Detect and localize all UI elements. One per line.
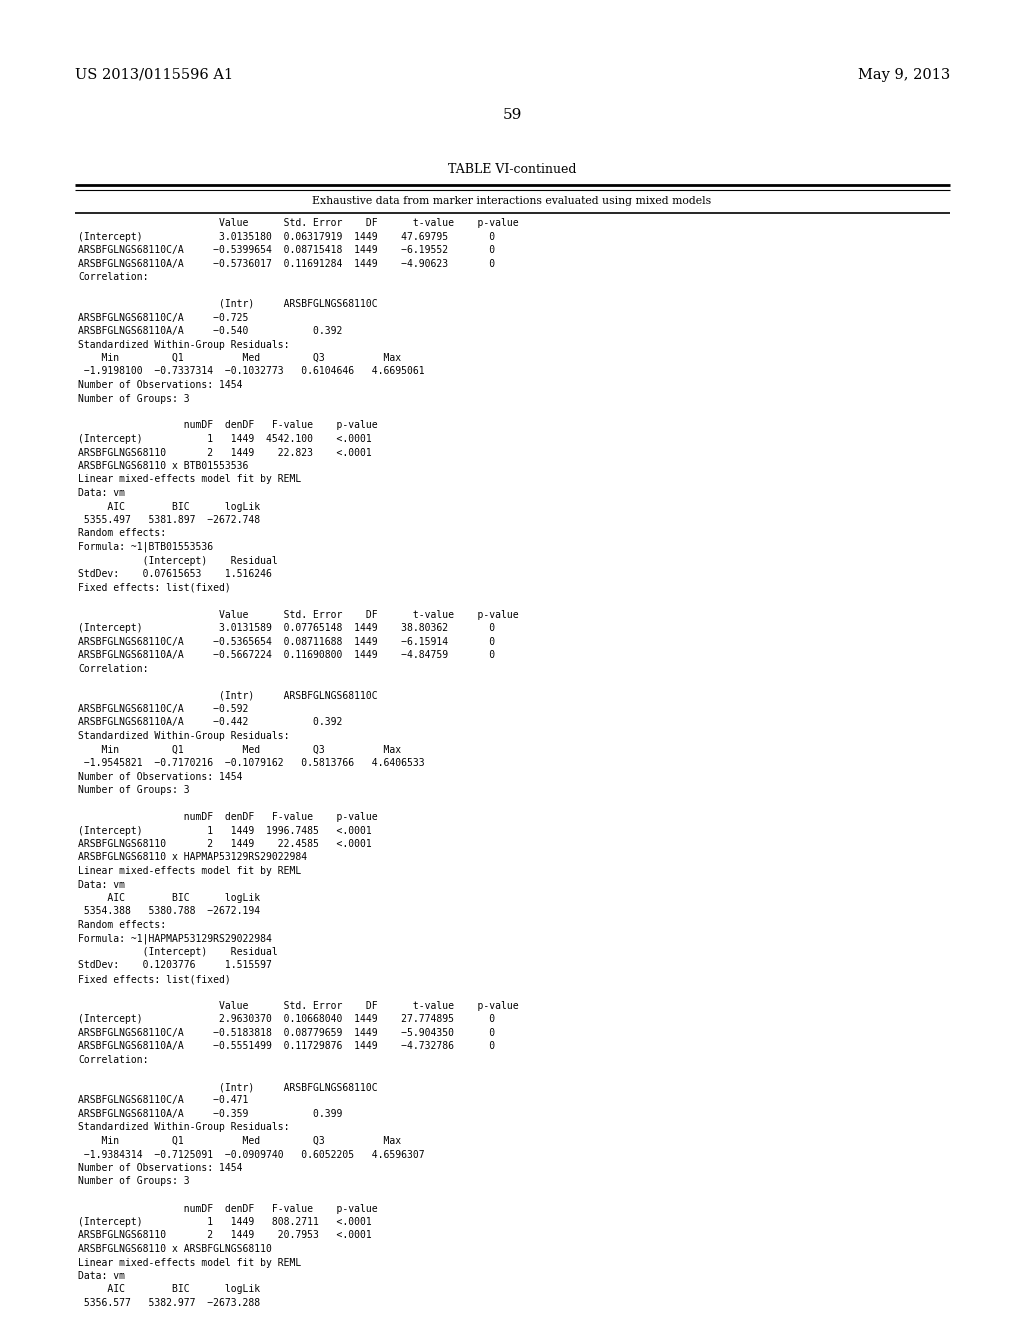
Text: Random effects:: Random effects: bbox=[78, 528, 166, 539]
Text: ARSBFGLNGS68110C/A     −0.725: ARSBFGLNGS68110C/A −0.725 bbox=[78, 313, 249, 322]
Text: 59: 59 bbox=[503, 108, 521, 121]
Text: ARSBFGLNGS68110       2   1449    22.4585   <.0001: ARSBFGLNGS68110 2 1449 22.4585 <.0001 bbox=[78, 840, 372, 849]
Text: Random effects:: Random effects: bbox=[78, 920, 166, 931]
Text: ARSBFGLNGS68110A/A     −0.5667224  0.11690800  1449    −4.84759       0: ARSBFGLNGS68110A/A −0.5667224 0.11690800… bbox=[78, 649, 496, 660]
Text: ARSBFGLNGS68110A/A     −0.5551499  0.11729876  1449    −4.732786      0: ARSBFGLNGS68110A/A −0.5551499 0.11729876… bbox=[78, 1041, 496, 1052]
Text: StdDev:    0.1203776     1.515597: StdDev: 0.1203776 1.515597 bbox=[78, 961, 272, 970]
Text: Value      Std. Error    DF      t-value    p-value: Value Std. Error DF t-value p-value bbox=[78, 610, 518, 619]
Text: (Intercept)             3.0131589  0.07765148  1449    38.80362       0: (Intercept) 3.0131589 0.07765148 1449 38… bbox=[78, 623, 496, 634]
Text: Min         Q1          Med         Q3          Max: Min Q1 Med Q3 Max bbox=[78, 1137, 401, 1146]
Text: ARSBFGLNGS68110 x BTB01553536: ARSBFGLNGS68110 x BTB01553536 bbox=[78, 461, 249, 471]
Text: ARSBFGLNGS68110C/A     −0.471: ARSBFGLNGS68110C/A −0.471 bbox=[78, 1096, 249, 1106]
Text: ARSBFGLNGS68110C/A     −0.5365654  0.08711688  1449    −6.15914       0: ARSBFGLNGS68110C/A −0.5365654 0.08711688… bbox=[78, 636, 496, 647]
Text: 5354.388   5380.788  −2672.194: 5354.388 5380.788 −2672.194 bbox=[78, 907, 260, 916]
Text: (Intr)     ARSBFGLNGS68110C: (Intr) ARSBFGLNGS68110C bbox=[78, 690, 378, 701]
Text: ARSBFGLNGS68110A/A     −0.442           0.392: ARSBFGLNGS68110A/A −0.442 0.392 bbox=[78, 718, 342, 727]
Text: Formula: ~1|BTB01553536: Formula: ~1|BTB01553536 bbox=[78, 543, 213, 553]
Text: Linear mixed-effects model fit by REML: Linear mixed-effects model fit by REML bbox=[78, 474, 301, 484]
Text: ARSBFGLNGS68110       2   1449    22.823    <.0001: ARSBFGLNGS68110 2 1449 22.823 <.0001 bbox=[78, 447, 372, 458]
Text: ARSBFGLNGS68110A/A     −0.540           0.392: ARSBFGLNGS68110A/A −0.540 0.392 bbox=[78, 326, 342, 337]
Text: Min         Q1          Med         Q3          Max: Min Q1 Med Q3 Max bbox=[78, 744, 401, 755]
Text: Correlation:: Correlation: bbox=[78, 272, 148, 282]
Text: (Intr)     ARSBFGLNGS68110C: (Intr) ARSBFGLNGS68110C bbox=[78, 1082, 378, 1092]
Text: Number of Observations: 1454: Number of Observations: 1454 bbox=[78, 1163, 243, 1173]
Text: Min         Q1          Med         Q3          Max: Min Q1 Med Q3 Max bbox=[78, 352, 401, 363]
Text: Linear mixed-effects model fit by REML: Linear mixed-effects model fit by REML bbox=[78, 866, 301, 876]
Text: 5355.497   5381.897  −2672.748: 5355.497 5381.897 −2672.748 bbox=[78, 515, 260, 525]
Text: (Intercept)    Residual: (Intercept) Residual bbox=[78, 946, 278, 957]
Text: Correlation:: Correlation: bbox=[78, 664, 148, 673]
Text: Standardized Within-Group Residuals:: Standardized Within-Group Residuals: bbox=[78, 339, 290, 350]
Text: Data: vm: Data: vm bbox=[78, 1271, 125, 1280]
Text: (Intercept)             2.9630370  0.10668040  1449    27.774895      0: (Intercept) 2.9630370 0.10668040 1449 27… bbox=[78, 1015, 496, 1024]
Text: (Intr)     ARSBFGLNGS68110C: (Intr) ARSBFGLNGS68110C bbox=[78, 300, 378, 309]
Text: Number of Observations: 1454: Number of Observations: 1454 bbox=[78, 380, 243, 389]
Text: −1.9545821  −0.7170216  −0.1079162   0.5813766   4.6406533: −1.9545821 −0.7170216 −0.1079162 0.58137… bbox=[78, 758, 425, 768]
Text: numDF  denDF   F-value    p-value: numDF denDF F-value p-value bbox=[78, 1204, 378, 1213]
Text: ARSBFGLNGS68110C/A     −0.5183818  0.08779659  1449    −5.904350      0: ARSBFGLNGS68110C/A −0.5183818 0.08779659… bbox=[78, 1028, 496, 1038]
Text: ARSBFGLNGS68110       2   1449    20.7953   <.0001: ARSBFGLNGS68110 2 1449 20.7953 <.0001 bbox=[78, 1230, 372, 1241]
Text: (Intercept)           1   1449  4542.100    <.0001: (Intercept) 1 1449 4542.100 <.0001 bbox=[78, 434, 372, 444]
Text: StdDev:    0.07615653    1.516246: StdDev: 0.07615653 1.516246 bbox=[78, 569, 272, 579]
Text: Value      Std. Error    DF      t-value    p-value: Value Std. Error DF t-value p-value bbox=[78, 218, 518, 228]
Text: AIC        BIC      logLik: AIC BIC logLik bbox=[78, 894, 260, 903]
Text: (Intercept)           1   1449  1996.7485   <.0001: (Intercept) 1 1449 1996.7485 <.0001 bbox=[78, 825, 372, 836]
Text: May 9, 2013: May 9, 2013 bbox=[858, 69, 950, 82]
Text: ARSBFGLNGS68110C/A     −0.592: ARSBFGLNGS68110C/A −0.592 bbox=[78, 704, 249, 714]
Text: Formula: ~1|HAPMAP53129RS29022984: Formula: ~1|HAPMAP53129RS29022984 bbox=[78, 933, 272, 944]
Text: Linear mixed-effects model fit by REML: Linear mixed-effects model fit by REML bbox=[78, 1258, 301, 1267]
Text: AIC        BIC      logLik: AIC BIC logLik bbox=[78, 1284, 260, 1295]
Text: −1.9384314  −0.7125091  −0.0909740   0.6052205   4.6596307: −1.9384314 −0.7125091 −0.0909740 0.60522… bbox=[78, 1150, 425, 1159]
Text: −1.9198100  −0.7337314  −0.1032773   0.6104646   4.6695061: −1.9198100 −0.7337314 −0.1032773 0.61046… bbox=[78, 367, 425, 376]
Text: (Intercept)    Residual: (Intercept) Residual bbox=[78, 556, 278, 565]
Text: Fixed effects: list(fixed): Fixed effects: list(fixed) bbox=[78, 974, 230, 983]
Text: Value      Std. Error    DF      t-value    p-value: Value Std. Error DF t-value p-value bbox=[78, 1001, 518, 1011]
Text: Correlation:: Correlation: bbox=[78, 1055, 148, 1065]
Text: (Intercept)             3.0135180  0.06317919  1449    47.69795       0: (Intercept) 3.0135180 0.06317919 1449 47… bbox=[78, 231, 496, 242]
Text: 5356.577   5382.977  −2673.288: 5356.577 5382.977 −2673.288 bbox=[78, 1298, 260, 1308]
Text: TABLE VI-continued: TABLE VI-continued bbox=[447, 162, 577, 176]
Text: Number of Observations: 1454: Number of Observations: 1454 bbox=[78, 771, 243, 781]
Text: (Intercept)           1   1449   808.2711   <.0001: (Intercept) 1 1449 808.2711 <.0001 bbox=[78, 1217, 372, 1228]
Text: AIC        BIC      logLik: AIC BIC logLik bbox=[78, 502, 260, 511]
Text: numDF  denDF   F-value    p-value: numDF denDF F-value p-value bbox=[78, 421, 378, 430]
Text: Exhaustive data from marker interactions evaluated using mixed models: Exhaustive data from marker interactions… bbox=[312, 195, 712, 206]
Text: Number of Groups: 3: Number of Groups: 3 bbox=[78, 1176, 189, 1187]
Text: Standardized Within-Group Residuals:: Standardized Within-Group Residuals: bbox=[78, 1122, 290, 1133]
Text: Data: vm: Data: vm bbox=[78, 879, 125, 890]
Text: ARSBFGLNGS68110A/A     −0.5736017  0.11691284  1449    −4.90623       0: ARSBFGLNGS68110A/A −0.5736017 0.11691284… bbox=[78, 259, 496, 268]
Text: ARSBFGLNGS68110 x ARSBFGLNGS68110: ARSBFGLNGS68110 x ARSBFGLNGS68110 bbox=[78, 1243, 272, 1254]
Text: Data: vm: Data: vm bbox=[78, 488, 125, 498]
Text: Number of Groups: 3: Number of Groups: 3 bbox=[78, 785, 189, 795]
Text: US 2013/0115596 A1: US 2013/0115596 A1 bbox=[75, 69, 233, 82]
Text: Number of Groups: 3: Number of Groups: 3 bbox=[78, 393, 189, 404]
Text: ARSBFGLNGS68110A/A     −0.359           0.399: ARSBFGLNGS68110A/A −0.359 0.399 bbox=[78, 1109, 342, 1119]
Text: ARSBFGLNGS68110C/A     −0.5399654  0.08715418  1449    −6.19552       0: ARSBFGLNGS68110C/A −0.5399654 0.08715418… bbox=[78, 246, 496, 255]
Text: numDF  denDF   F-value    p-value: numDF denDF F-value p-value bbox=[78, 812, 378, 822]
Text: Standardized Within-Group Residuals:: Standardized Within-Group Residuals: bbox=[78, 731, 290, 741]
Text: ARSBFGLNGS68110 x HAPMAP53129RS29022984: ARSBFGLNGS68110 x HAPMAP53129RS29022984 bbox=[78, 853, 307, 862]
Text: Fixed effects: list(fixed): Fixed effects: list(fixed) bbox=[78, 582, 230, 593]
